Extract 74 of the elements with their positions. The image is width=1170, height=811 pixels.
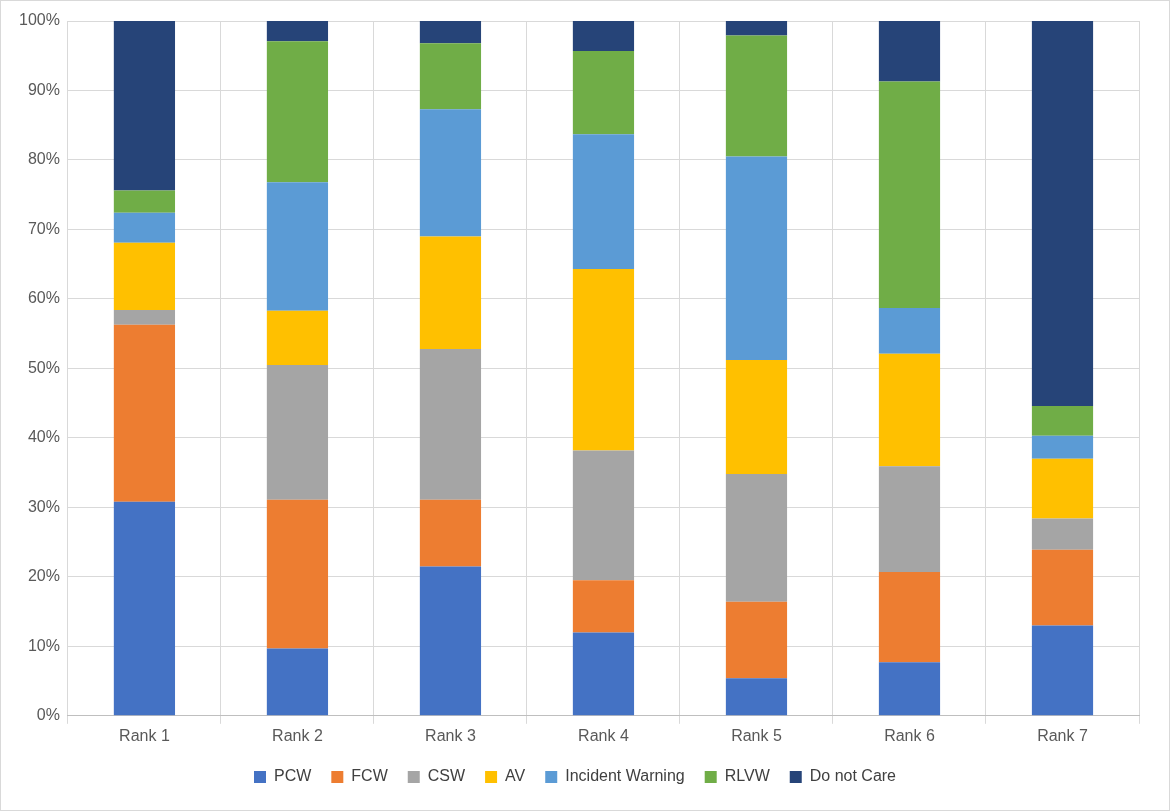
- bar: [1031, 518, 1094, 550]
- y-tick-label: 90%: [27, 80, 60, 98]
- legend-label: CSW: [427, 767, 466, 785]
- bar: [878, 81, 941, 308]
- x-tick-label: Rank 3: [425, 726, 476, 744]
- bar: [1031, 405, 1094, 436]
- bar: [1031, 435, 1094, 459]
- x-tick-label: Rank 2: [272, 726, 323, 744]
- bar: [878, 307, 941, 354]
- bar: [1031, 21, 1094, 406]
- x-tick-label: Rank 4: [578, 726, 629, 744]
- bar: [113, 242, 176, 311]
- bar: [572, 269, 635, 451]
- x-tick-label: Rank 7: [1037, 726, 1088, 744]
- y-tick-label: 50%: [27, 358, 60, 376]
- legend-label: AV: [505, 767, 526, 785]
- bar: [1031, 549, 1094, 626]
- x-tick-label: Rank 1: [119, 726, 170, 744]
- bar: [419, 236, 482, 349]
- bar: [266, 182, 329, 311]
- bar: [725, 156, 788, 361]
- bar: [419, 21, 482, 44]
- bar: [878, 21, 941, 82]
- bar: [878, 571, 941, 663]
- bar: [725, 21, 788, 36]
- legend-label: FCW: [351, 767, 389, 785]
- bar: [113, 212, 176, 243]
- y-tick-label: 30%: [27, 497, 60, 515]
- bar: [113, 501, 176, 716]
- y-tick-label: 40%: [27, 428, 60, 446]
- x-tick-label: Rank 5: [731, 726, 782, 744]
- legend-label: PCW: [273, 767, 313, 785]
- bar: [266, 499, 329, 649]
- bar: [1031, 625, 1094, 716]
- bar: [266, 364, 329, 500]
- y-tick-label: 20%: [27, 567, 60, 585]
- legend-label: Incident Warning: [565, 767, 685, 785]
- y-tick-label: 80%: [27, 150, 60, 168]
- bar: [113, 310, 176, 325]
- bar: [266, 41, 329, 183]
- y-tick-label: 10%: [27, 636, 60, 654]
- bar: [878, 466, 941, 572]
- bar: [1031, 458, 1094, 519]
- legend-label: RLVW: [724, 767, 771, 785]
- bar: [572, 450, 635, 581]
- bar: [725, 35, 788, 157]
- bar: [572, 50, 635, 135]
- bar: [572, 21, 635, 51]
- bar: [419, 348, 482, 500]
- bar: [725, 601, 788, 679]
- bar: [572, 134, 635, 270]
- y-tick-label: 100%: [19, 11, 60, 29]
- bar: [572, 580, 635, 633]
- bar: [419, 566, 482, 716]
- y-tick-label: 0%: [36, 706, 60, 724]
- bar: [266, 648, 329, 716]
- bar: [878, 662, 941, 716]
- bar: [113, 190, 176, 213]
- bar: [113, 324, 176, 502]
- bar: [572, 632, 635, 716]
- bar: [878, 353, 941, 467]
- bar: [725, 678, 788, 716]
- bar: [266, 21, 329, 42]
- y-tick-label: 70%: [27, 219, 60, 237]
- bar: [725, 360, 788, 475]
- bar: [419, 43, 482, 110]
- x-tick-label: Rank 6: [884, 726, 935, 744]
- legend-label: Do not Care: [809, 767, 897, 785]
- bar: [266, 310, 329, 365]
- bar: [725, 474, 788, 602]
- bar: [419, 109, 482, 237]
- bar: [113, 21, 176, 191]
- bar: [419, 499, 482, 567]
- y-tick-label: 60%: [27, 289, 60, 307]
